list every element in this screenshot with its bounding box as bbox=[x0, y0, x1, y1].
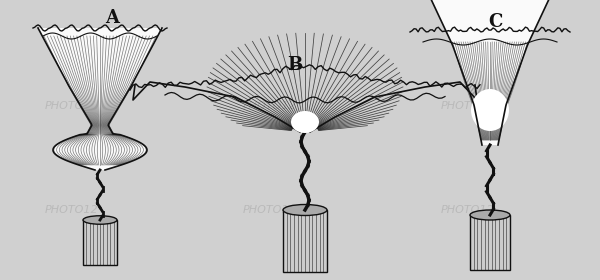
Bar bbox=[83, 220, 117, 265]
Text: A: A bbox=[105, 9, 119, 27]
Bar bbox=[470, 215, 510, 270]
Bar bbox=[283, 210, 327, 272]
Ellipse shape bbox=[470, 210, 510, 220]
Ellipse shape bbox=[83, 216, 117, 224]
Ellipse shape bbox=[283, 204, 327, 216]
Text: PHOTO12: PHOTO12 bbox=[243, 101, 297, 111]
Ellipse shape bbox=[291, 111, 319, 133]
Polygon shape bbox=[410, 0, 570, 145]
Text: PHOTO12: PHOTO12 bbox=[441, 205, 495, 215]
Ellipse shape bbox=[471, 89, 509, 131]
Text: B: B bbox=[287, 56, 302, 74]
Text: PHOTO12: PHOTO12 bbox=[45, 101, 99, 111]
Text: C: C bbox=[488, 13, 502, 31]
Text: PHOTO12: PHOTO12 bbox=[45, 205, 99, 215]
Text: PHOTO12: PHOTO12 bbox=[441, 101, 495, 111]
Text: PHOTO12: PHOTO12 bbox=[243, 205, 297, 215]
Polygon shape bbox=[38, 28, 162, 170]
